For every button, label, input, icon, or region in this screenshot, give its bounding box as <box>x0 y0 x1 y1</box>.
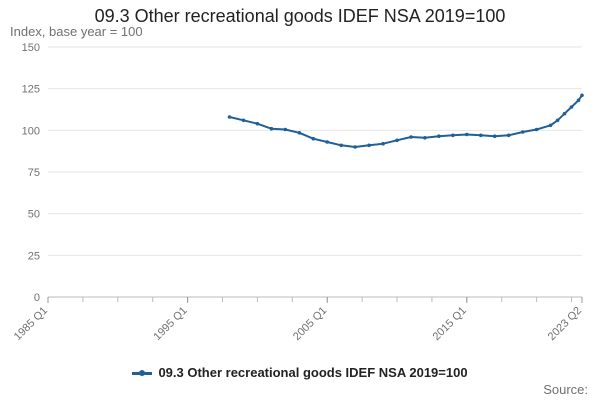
series-line <box>229 94 583 148</box>
series-point <box>297 131 302 135</box>
series-point <box>520 130 525 134</box>
y-tick-label: 75 <box>28 167 40 179</box>
series-point <box>465 132 469 137</box>
series-point <box>479 133 483 138</box>
legend[interactable]: 09.3 Other recreational goods IDEF NSA 2… <box>0 365 600 380</box>
y-tick-label: 100 <box>22 125 40 137</box>
series-point <box>451 133 455 138</box>
series-point <box>367 143 371 148</box>
series-point <box>269 126 274 131</box>
series-point <box>283 127 288 132</box>
y-axis-label: Index, base year = 100 <box>10 24 143 39</box>
series-point <box>423 136 427 140</box>
series-point <box>409 135 413 139</box>
series-point <box>353 145 357 149</box>
series-point <box>325 140 330 144</box>
series-point <box>562 111 567 116</box>
x-tick-label: 1985 Q1 <box>12 305 50 343</box>
series-point <box>576 98 581 103</box>
series-point <box>492 134 497 138</box>
series-point <box>580 93 584 98</box>
series-point <box>381 141 385 146</box>
series-point <box>555 118 560 123</box>
series-point <box>255 121 260 126</box>
series-point <box>534 127 539 132</box>
y-tick-label: 0 <box>34 292 40 304</box>
series-point <box>395 138 399 143</box>
y-tick-label: 125 <box>22 84 40 96</box>
x-tick-label: 1995 Q1 <box>151 305 189 343</box>
x-tick-label: 2005 Q1 <box>291 305 329 343</box>
legend-label: 09.3 Other recreational goods IDEF NSA 2… <box>158 365 468 380</box>
chart-title: 09.3 Other recreational goods IDEF NSA 2… <box>94 6 506 26</box>
y-tick-label: 150 <box>22 42 40 54</box>
x-tick-label: 2023 Q2 <box>546 305 584 343</box>
series-point <box>339 143 344 148</box>
series-point <box>506 133 511 138</box>
series-point <box>241 118 246 123</box>
series-point <box>548 123 553 128</box>
legend-swatch <box>132 370 153 377</box>
source-label: Source: <box>543 382 588 397</box>
y-tick-label: 50 <box>28 209 40 221</box>
series-point <box>311 136 316 141</box>
series-point <box>437 134 441 138</box>
y-tick-label: 25 <box>28 250 40 262</box>
series-point <box>569 105 574 109</box>
x-tick-label: 2015 Q1 <box>431 305 469 343</box>
series-point <box>227 115 232 119</box>
